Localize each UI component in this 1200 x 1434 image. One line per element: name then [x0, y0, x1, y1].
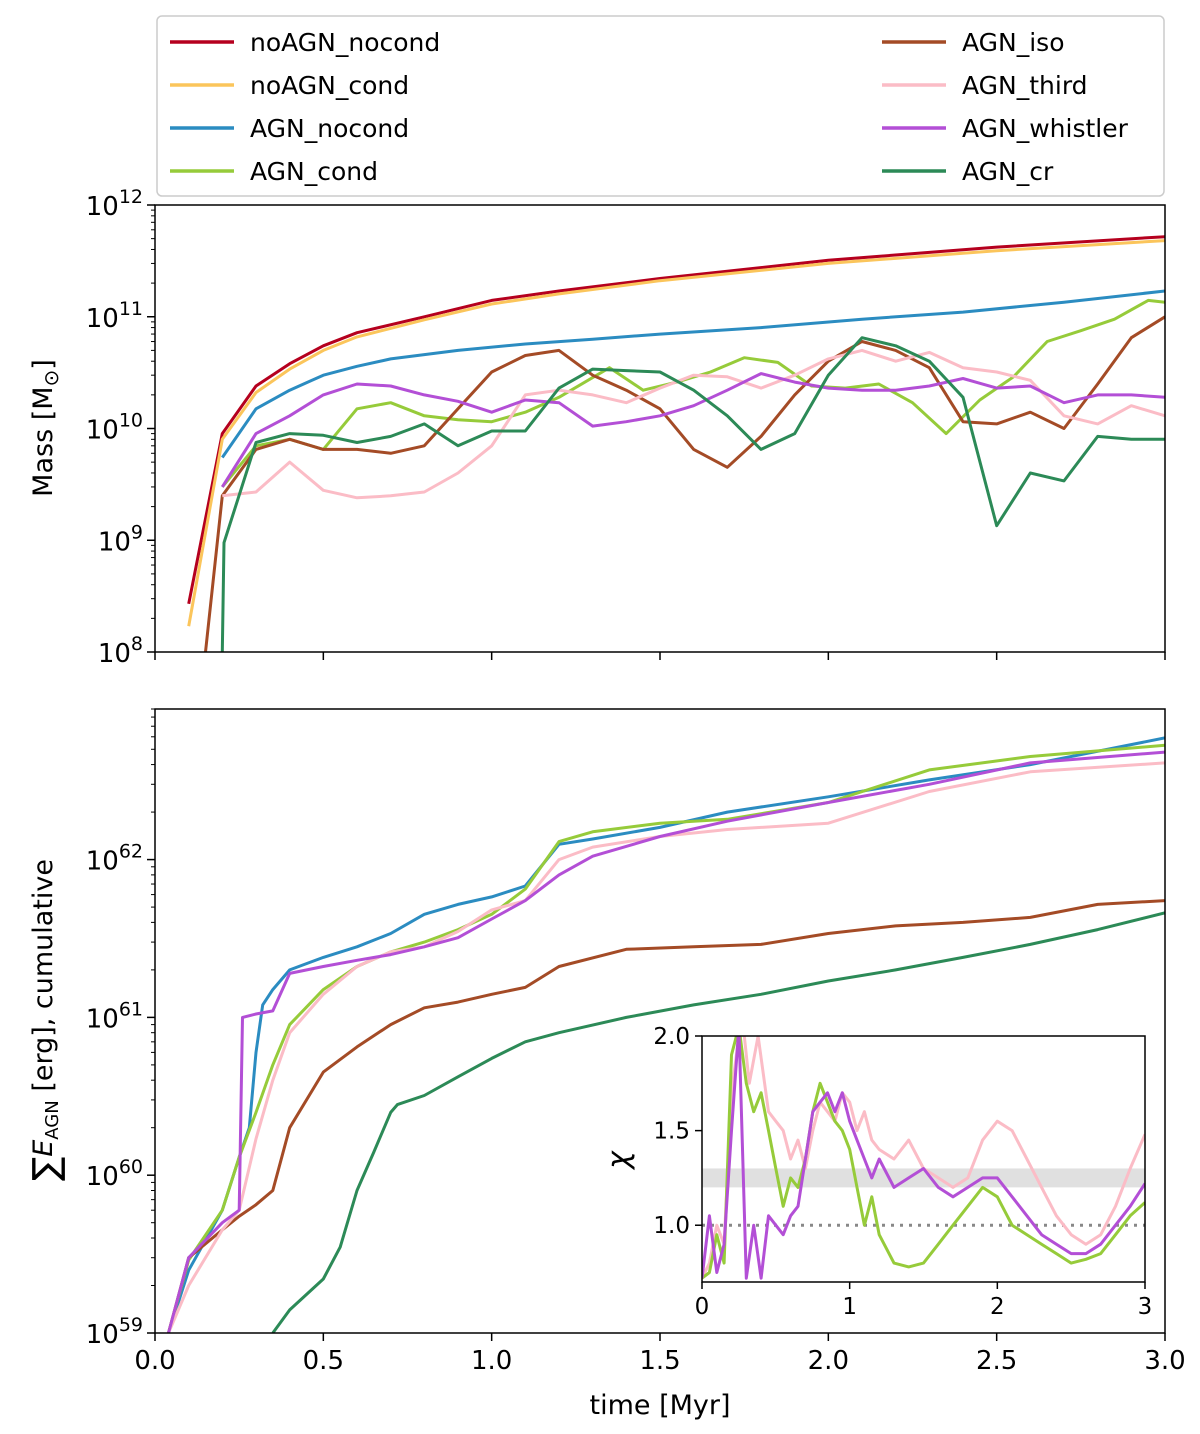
mass-line-AGN_nocond [221, 289, 1165, 459]
mass-line-AGN_whistler [221, 372, 1165, 488]
inset-ytick-label: 2.0 [653, 1024, 690, 1050]
mass-line-AGN_third [222, 348, 1165, 500]
legend-label-AGN_third: AGN_third [962, 71, 1088, 100]
mass-ytick-label: 1012 [86, 186, 143, 222]
inset-target-band [702, 1168, 1145, 1188]
mass-panel: 108 109 1010 1011 1012 Mass [M⊙] [28, 186, 1166, 669]
mass-line-noAGN_cond [187, 239, 1165, 627]
x-tick-label: 2.0 [808, 1346, 849, 1376]
chi-inset: 1.0 1.5 2.0 0 1 2 3 χ [601, 1024, 1152, 1320]
mass-ytick-label: 109 [98, 521, 143, 557]
energy-ytick-label: 1060 [86, 1156, 143, 1192]
energy-line-AGN_iso [167, 899, 1165, 1333]
inset-axis-ticks: 1.0 1.5 2.0 0 1 2 3 [653, 1024, 1152, 1320]
legend: noAGN_nocond noAGN_cond AGN_nocond AGN_cond… [156, 15, 1165, 197]
inset-xtick-label: 0 [695, 1294, 710, 1320]
mass-ytick-label: 108 [98, 633, 143, 669]
inset-axes-frame [701, 1035, 1146, 1283]
inset-line-AGN_cond [702, 1036, 1145, 1280]
mass-axis-ticks: 108 109 1010 1011 1012 [86, 186, 1166, 669]
legend-frame [156, 15, 1165, 197]
legend-label-AGN_cr: AGN_cr [962, 157, 1054, 186]
legend-label-noAGN_nocond: noAGN_nocond [250, 28, 440, 57]
legend-label-AGN_cond: AGN_cond [250, 157, 378, 186]
mass-line-noAGN_nocond [187, 235, 1165, 605]
mass-line-AGN_cond [221, 298, 1165, 488]
inset-background [702, 1036, 1145, 1282]
mass-line-AGN_cr [220, 336, 1165, 652]
x-tick-label: 1.5 [639, 1346, 680, 1376]
energy-ytick-label: 1059 [86, 1314, 143, 1350]
energy-ytick-label: 1061 [86, 998, 143, 1034]
energy-panel: 1059 1060 1061 1062 0.0 0.5 1.0 1.5 2.0 2.5 3.0 ∑E… [26, 708, 1186, 1421]
legend-label-AGN_nocond: AGN_nocond [250, 114, 409, 143]
inset-y-axis-label: χ [601, 1150, 636, 1171]
energy-line-AGN_whistler [167, 750, 1165, 1333]
energy-line-AGN_cr [271, 911, 1165, 1333]
mass-line-AGN_iso [204, 315, 1165, 652]
mass-series-group [187, 235, 1165, 652]
x-tick-label: 2.5 [976, 1346, 1017, 1376]
legend-items: noAGN_nocond noAGN_cond AGN_nocond AGN_cond… [170, 28, 1129, 186]
legend-label-noAGN_cond: noAGN_cond [250, 71, 409, 100]
mass-ytick-label: 1011 [86, 298, 143, 334]
energy-y-axis-label: ∑EAGN [erg], cumulative [26, 859, 67, 1181]
legend-label-AGN_iso: AGN_iso [962, 28, 1065, 57]
energy-line-AGN_third [167, 761, 1165, 1333]
inset-xtick-label: 1 [842, 1294, 857, 1320]
x-tick-label: 0.5 [303, 1346, 344, 1376]
x-tick-label: 1.0 [471, 1346, 512, 1376]
inset-ytick-label: 1.5 [653, 1119, 690, 1145]
mass-y-axis-label: Mass [M⊙] [28, 359, 63, 497]
x-axis-label: time [Myr] [589, 1390, 730, 1421]
inset-ytick-label: 1.0 [653, 1213, 690, 1239]
inset-xtick-label: 2 [990, 1294, 1005, 1320]
energy-axis-ticks: 1059 1060 1061 1062 0.0 0.5 1.0 1.5 2.0 2.5 3.0 [86, 708, 1186, 1376]
legend-label-AGN_whistler: AGN_whistler [962, 114, 1129, 143]
mass-axes-frame [154, 204, 1166, 653]
energy-ytick-label: 1062 [86, 841, 143, 877]
inset-line-AGN_third [702, 1036, 1145, 1279]
x-tick-label: 0.0 [134, 1346, 175, 1376]
inset-series-group [702, 1036, 1145, 1280]
inset-line-AGN_whistler [702, 1036, 1145, 1280]
energy-series-group [167, 736, 1165, 1333]
mass-ytick-label: 1010 [86, 410, 143, 446]
inset-xtick-label: 3 [1138, 1294, 1153, 1320]
x-tick-label: 3.0 [1144, 1346, 1185, 1376]
